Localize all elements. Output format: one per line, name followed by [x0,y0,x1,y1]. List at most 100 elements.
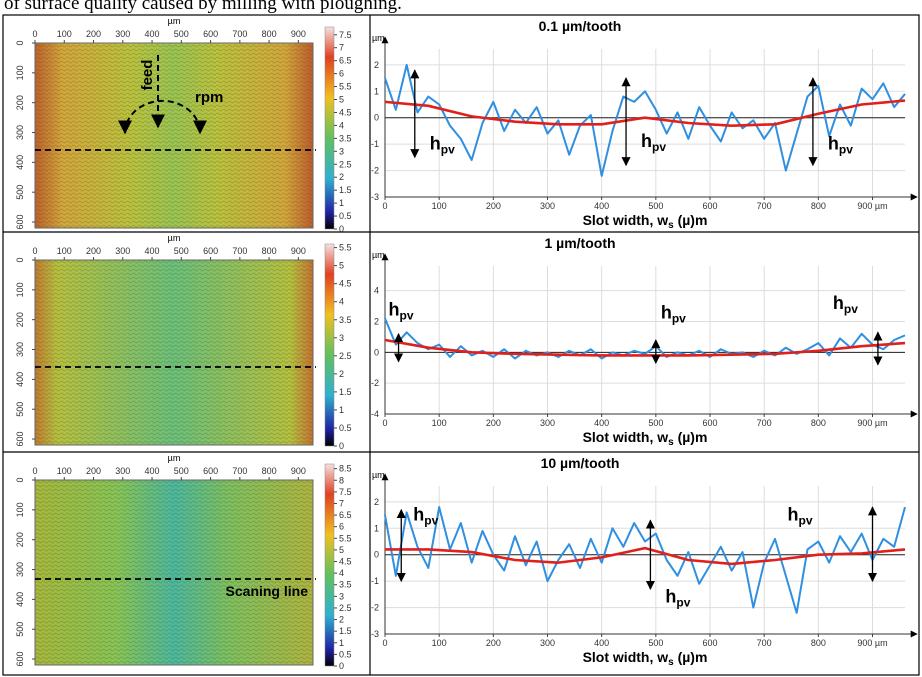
colorbar-label: 5.5 [339,243,352,253]
x-tick-label: 700 [757,201,772,211]
x-tick-label: 400 [145,246,160,256]
hpv-subscript: pv [672,311,686,325]
y-tick-label: -2 [371,166,379,176]
hpv-label: hpv [430,133,455,156]
y-tick-label: -2 [371,378,379,388]
colorbar-label: 6.5 [339,56,352,66]
hpv-symbol: h [661,302,672,322]
colorbar-label: 4 [339,568,344,578]
x-label-suffix: (µ)m [674,212,708,228]
colorbar-label: 4.5 [339,107,352,117]
y-tick-label: 600 [15,652,25,667]
colorbar-label: 0.5 [339,423,352,433]
surface-texture [35,260,313,445]
chart-title: 10 µm/tooth [541,455,620,471]
rpm-arrow [118,99,207,135]
y-tick-label: 100 [15,502,25,517]
y-tick-label: 0 [15,40,25,45]
surface-frame [34,42,314,229]
hpv-subscript: pv [676,595,690,609]
colorbar-label: 0 [339,661,344,671]
y-tick-label: -3 [371,629,379,639]
colorbar-label: 4.5 [339,279,352,289]
y-tick-label: 200 [15,312,25,327]
line-chart: 1 µm/tooth µm 0 100 200 300 400 500 600 700 800 900… [371,235,918,448]
colorbar-label: 2 [339,369,344,379]
line-chart: 10 µm/tooth µm 0 100 200 300 400 500 600 700 800 90… [371,455,918,668]
colorbar-label: 4.5 [339,557,352,567]
x-unit: µm [168,233,181,243]
y-tick-label: -3 [371,192,379,202]
y-tick-label: 1 [374,86,379,96]
x-tick-label: 100 [57,246,72,256]
y-tick-label: -1 [371,576,379,586]
x-tick-label: 900 [291,29,306,39]
surface-frame [34,259,314,446]
x-tick-label: 900 µm [857,638,887,648]
series-line [384,338,906,357]
x-tick-label: 100 [432,638,447,648]
colorbar-label: 4 [339,120,344,130]
x-tick-label: 0 [382,418,387,428]
series-line [384,99,906,127]
surface-frame [34,479,314,666]
x-unit: µm [168,453,181,463]
hpv-subscript: pv [799,513,813,527]
x-label-text: Slot width, w [583,429,669,445]
x-tick-label: 600 [203,466,218,476]
y-tick-label: 0 [15,257,25,262]
colorbar-label: 0 [339,224,344,234]
series-line [385,546,906,566]
x-tick-label: 400 [145,29,160,39]
y-tick-label: 400 [15,592,25,607]
hpv-symbol: h [430,133,441,153]
x-tick-label: 400 [594,638,609,648]
hpv-label: hpv [665,586,690,609]
x-tick-label: 700 [232,466,247,476]
x-tick-label: 300 [115,29,130,39]
surface-texture [35,43,313,228]
x-label-subscript: s [668,657,674,668]
colorbar-label: 1 [339,638,344,648]
y-tick-label: 0 [374,347,379,357]
colorbar-label: 3.5 [339,315,352,325]
x-tick-label: 0 [382,638,387,648]
x-tick-label: 500 [174,29,189,39]
colorbar-label: 3.5 [339,580,352,590]
colorbar-label: 8.5 [339,464,352,474]
x-tick-label: 100 [432,418,447,428]
colorbar-label: 7 [339,498,344,508]
colorbar-label: 5 [339,261,344,271]
hpv-subscript: pv [424,513,438,527]
y-tick-label: 600 [15,432,25,447]
colorbar-label: 3 [339,591,344,601]
colorbar [324,243,335,447]
series-line [384,506,906,614]
colorbar-label: 1 [339,198,344,208]
surface-texture [35,480,313,665]
colorbar-label: 3 [339,146,344,156]
colorbar-label: 5 [339,95,344,105]
hpv-subscript: pv [839,142,853,156]
x-tick-label: 300 [540,418,555,428]
x-tick-label: 300 [540,201,555,211]
x-label-text: Slot width, w [583,649,669,665]
x-label-subscript: s [668,437,674,448]
x-tick-label: 800 [262,246,277,256]
colorbar-label: 4 [339,297,344,307]
x-tick-label: 600 [702,418,717,428]
colorbar-label: 2 [339,172,344,182]
x-axis-label: Slot width, ws (µ)m [583,212,708,231]
colorbar-label: 2.5 [339,351,352,361]
colorbar-label: 0.5 [339,211,352,221]
y-tick-label: 4 [374,286,379,296]
x-tick-label: 300 [540,638,555,648]
x-tick-label: 100 [57,29,72,39]
hpv-subscript: pv [400,308,414,322]
x-tick-label: 700 [232,246,247,256]
y-tick-label: 300 [15,342,25,357]
x-label-text: Slot width, w [583,212,669,228]
colorbar-label: 7.5 [339,487,352,497]
hpv-symbol: h [389,299,400,319]
y-tick-label: 600 [15,215,25,230]
